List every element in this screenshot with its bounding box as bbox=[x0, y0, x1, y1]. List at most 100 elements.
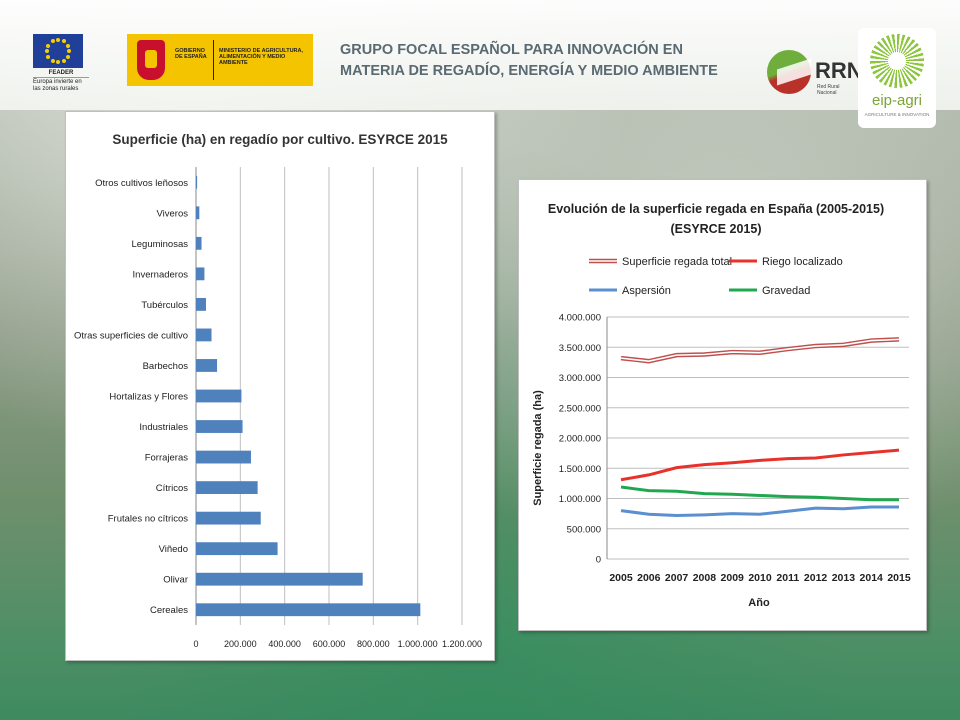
gobierno-divider bbox=[213, 40, 214, 80]
line-chart-xtick: 2015 bbox=[887, 572, 911, 584]
eu-star-icon bbox=[50, 39, 55, 44]
bar-chart-bar bbox=[196, 267, 205, 281]
line-chart-xtick: 2011 bbox=[776, 572, 799, 584]
feader-label: FEADER bbox=[33, 70, 89, 78]
line-chart-ytick: 3.000.000 bbox=[559, 373, 601, 384]
eu-star-icon bbox=[65, 54, 70, 59]
line-chart-xtick: 2009 bbox=[721, 572, 745, 584]
bar-chart-bar bbox=[196, 236, 202, 250]
bar-chart-xtick: 0 bbox=[193, 639, 198, 649]
eip-agri-logo: eip-agri AGRICULTURE & INNOVATION bbox=[858, 28, 936, 128]
eu-star-icon bbox=[46, 54, 51, 59]
bar-chart-xtick: 1.000.000 bbox=[398, 639, 438, 649]
eu-logo-text: FEADER Europa invierte en las zonas rura… bbox=[33, 70, 89, 93]
line-chart-ylabel: Superficie regada (ha) bbox=[532, 390, 544, 506]
rrn-sub: Red Rural Nacional bbox=[817, 84, 840, 96]
bar-chart-bar bbox=[196, 572, 363, 586]
bar-chart-category-label: Olivar bbox=[163, 575, 188, 586]
bar-chart-category-label: Cítricos bbox=[156, 483, 188, 494]
eu-flag-logo bbox=[33, 34, 83, 68]
bar-chart-category-label: Cereales bbox=[150, 605, 188, 616]
bar-chart-bar bbox=[196, 420, 243, 433]
legend-label: Superficie regada total bbox=[622, 256, 732, 268]
line-chart: Evolución de la superficie regada en Esp… bbox=[532, 202, 911, 609]
bar-chart-bar bbox=[196, 206, 200, 220]
rrn-emblem-icon bbox=[767, 50, 811, 94]
bar-chart-bar bbox=[196, 542, 278, 556]
bar-chart-category-label: Viveros bbox=[156, 208, 188, 219]
ministerio-text: MINISTERIO DE AGRICULTURA, ALIMENTACIÓN … bbox=[219, 48, 304, 66]
line-chart-xtick: 2010 bbox=[748, 572, 772, 584]
eip-burst-icon bbox=[870, 34, 924, 88]
eu-star-icon bbox=[56, 60, 60, 64]
bar-chart-category-label: Invernaderos bbox=[133, 269, 189, 280]
legend-label: Riego localizado bbox=[762, 256, 843, 268]
eu-star-icon bbox=[50, 58, 55, 63]
bar-chart-category-label: Leguminosas bbox=[131, 239, 188, 250]
legend-label: Aspersión bbox=[622, 285, 671, 297]
bar-chart-category-label: Forrajeras bbox=[145, 453, 189, 464]
eip-sub: AGRICULTURE & INNOVATION bbox=[864, 112, 930, 117]
bar-chart-category-label: Barbechos bbox=[143, 361, 189, 372]
line-chart-xtick: 2006 bbox=[637, 572, 661, 584]
bar-chart-title: Superficie (ha) en regadío por cultivo. … bbox=[112, 132, 448, 147]
line-chart-xlabel: Año bbox=[748, 597, 770, 609]
gobierno-text: GOBIERNO DE ESPAÑA bbox=[175, 48, 207, 60]
line-chart-title-2: (ESYRCE 2015) bbox=[670, 222, 761, 236]
bar-chart-bar bbox=[196, 297, 206, 311]
line-chart-series-total bbox=[620, 338, 900, 362]
bar-chart-xtick: 400.000 bbox=[268, 639, 301, 649]
eu-star-icon bbox=[45, 49, 49, 53]
line-chart-xtick: 2012 bbox=[804, 572, 828, 584]
eu-star-icon bbox=[61, 58, 66, 63]
bar-chart-panel: Superficie (ha) en regadío por cultivo. … bbox=[65, 111, 495, 661]
bar-chart-bar bbox=[196, 481, 258, 495]
header: FEADER Europa invierte en las zonas rura… bbox=[0, 0, 960, 128]
bar-chart-xtick: 800.000 bbox=[357, 639, 390, 649]
bar-chart-category-label: Tubérculos bbox=[141, 300, 188, 311]
rrn-logo: RRN Red Rural Nacional bbox=[765, 48, 863, 100]
gobierno-logo: GOBIERNO DE ESPAÑA MINISTERIO DE AGRICUL… bbox=[127, 34, 313, 86]
line-chart-series-2 bbox=[620, 505, 899, 517]
bar-chart-bar bbox=[196, 359, 218, 372]
line-chart-xtick: 2008 bbox=[693, 572, 717, 584]
line-chart-ytick: 2.500.000 bbox=[559, 403, 601, 414]
bar-chart-bar bbox=[196, 450, 251, 464]
eu-star-icon bbox=[46, 43, 51, 48]
title-line-1: GRUPO FOCAL ESPAÑOL PARA INNOVACIÓN EN bbox=[340, 42, 683, 58]
bar-chart-category-label: Otras superficies de cultivo bbox=[74, 330, 188, 341]
bar-chart-category-label: Viñedo bbox=[159, 544, 188, 555]
line-chart-panel: Evolución de la superficie regada en Esp… bbox=[518, 179, 927, 631]
line-chart-xtick: 2007 bbox=[665, 572, 689, 584]
title-line-2: MATERIA DE REGADÍO, ENERGÍA Y MEDIO AMBI… bbox=[340, 63, 718, 79]
line-chart-ytick: 500.000 bbox=[567, 524, 601, 535]
eu-star-icon bbox=[65, 43, 70, 48]
bar-chart-bar bbox=[196, 389, 242, 403]
eu-star-icon bbox=[67, 49, 71, 53]
eu-star-icon bbox=[56, 38, 60, 42]
line-chart-ytick: 4.000.000 bbox=[559, 313, 601, 324]
line-chart-series-3 bbox=[620, 485, 899, 502]
line-chart-ytick: 1.000.000 bbox=[559, 494, 601, 505]
bar-chart-bar bbox=[196, 511, 261, 525]
bar-chart-category-label: Industriales bbox=[139, 422, 188, 433]
line-chart-title-1: Evolución de la superficie regada en Esp… bbox=[548, 202, 884, 216]
line-chart-ytick: 3.500.000 bbox=[559, 343, 601, 354]
bar-chart-bar bbox=[196, 175, 198, 189]
rrn-label: RRN bbox=[815, 58, 863, 83]
line-chart-ytick: 1.500.000 bbox=[559, 464, 601, 475]
line-chart-ytick: 0 bbox=[596, 555, 601, 566]
eu-tagline: Europa invierte en las zonas rurales bbox=[33, 79, 82, 92]
line-chart-xtick: 2013 bbox=[832, 572, 856, 584]
line-chart-xtick: 2014 bbox=[860, 572, 884, 584]
bar-chart: Superficie (ha) en regadío por cultivo. … bbox=[74, 132, 482, 649]
bar-chart-category-label: Otros cultivos leñosos bbox=[95, 178, 188, 189]
line-chart-ytick: 2.000.000 bbox=[559, 434, 601, 445]
bar-chart-xtick: 1.200.000 bbox=[442, 639, 482, 649]
legend-label: Gravedad bbox=[762, 285, 810, 297]
bar-chart-xtick: 200.000 bbox=[224, 639, 257, 649]
bar-chart-xtick: 600.000 bbox=[313, 639, 346, 649]
bar-chart-bar bbox=[196, 328, 212, 342]
bar-chart-category-label: Hortalizas y Flores bbox=[109, 392, 188, 403]
bar-chart-bar bbox=[196, 603, 421, 617]
